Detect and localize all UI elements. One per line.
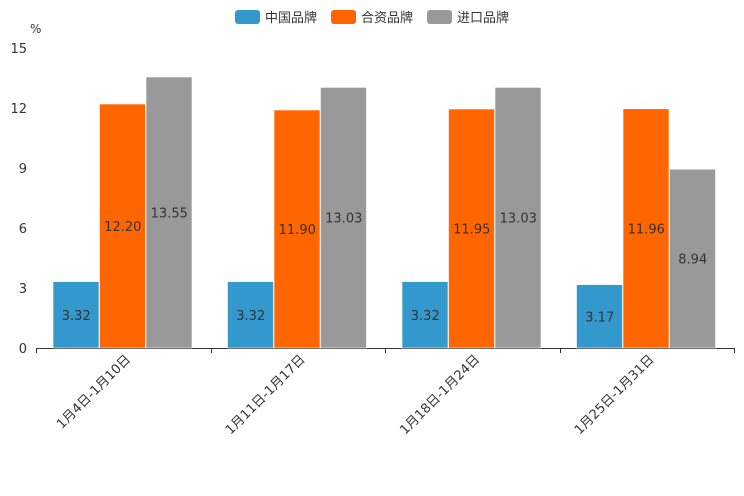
legend-label-jv-brand: 合资品牌: [360, 11, 413, 26]
legend-swatch-china-brand: [234, 9, 260, 24]
bar: [320, 87, 367, 349]
y-axis-unit-label: %: [30, 22, 42, 36]
bar-value-label: 3.32: [411, 309, 440, 324]
bar: [576, 284, 623, 349]
bar-value-label: 13.55: [151, 207, 188, 222]
bar: [145, 76, 193, 349]
x-tick-label: 1月25日-1月31日: [572, 352, 658, 438]
bar-value-label: 12.20: [104, 220, 141, 235]
bar: [52, 281, 100, 349]
legend-swatch-jv-brand: [330, 9, 356, 24]
bar-value-label: 11.96: [628, 222, 665, 237]
bar-value-label: 3.32: [62, 309, 91, 324]
bar: [622, 108, 670, 349]
y-tick-label: 12: [10, 102, 27, 117]
bar: [99, 103, 146, 349]
bar: [273, 109, 321, 349]
bar-value-label: 11.90: [279, 223, 316, 238]
bar-value-label: 3.17: [585, 310, 614, 325]
legend-swatch-import-brand: [427, 9, 452, 24]
bar: [227, 281, 274, 349]
chart-legend: 中国品牌 合资品牌 进口品牌: [0, 7, 744, 26]
bar-value-label: 13.03: [325, 212, 362, 227]
bar-value-label: 13.03: [500, 212, 537, 227]
y-tick-label: 6: [19, 222, 27, 237]
bar: [401, 281, 449, 349]
bar-value-label: 11.95: [453, 223, 490, 238]
legend-label-china-brand: 中国品牌: [264, 11, 317, 26]
x-tick-label: 1月4日-1月10日: [54, 352, 134, 432]
x-tick-label: 1月18日-1月24日: [397, 352, 483, 438]
y-tick-label: 15: [10, 42, 27, 57]
bar-value-label: 8.94: [678, 253, 707, 268]
bar: [669, 168, 716, 349]
bar: [448, 108, 495, 349]
legend-item-china-brand[interactable]: 中国品牌: [234, 7, 317, 26]
legend-item-import-brand[interactable]: 进口品牌: [427, 7, 509, 26]
bar: [494, 87, 542, 349]
legend-item-jv-brand[interactable]: 合资品牌: [330, 7, 413, 26]
y-tick-label: 3: [19, 282, 27, 297]
legend-label-import-brand: 进口品牌: [457, 11, 510, 26]
x-tick-label: 1月11日-1月17日: [223, 352, 309, 438]
bar-value-label: 3.32: [236, 309, 265, 324]
y-tick-label: 9: [19, 162, 27, 177]
y-tick-label: 0: [19, 342, 27, 357]
